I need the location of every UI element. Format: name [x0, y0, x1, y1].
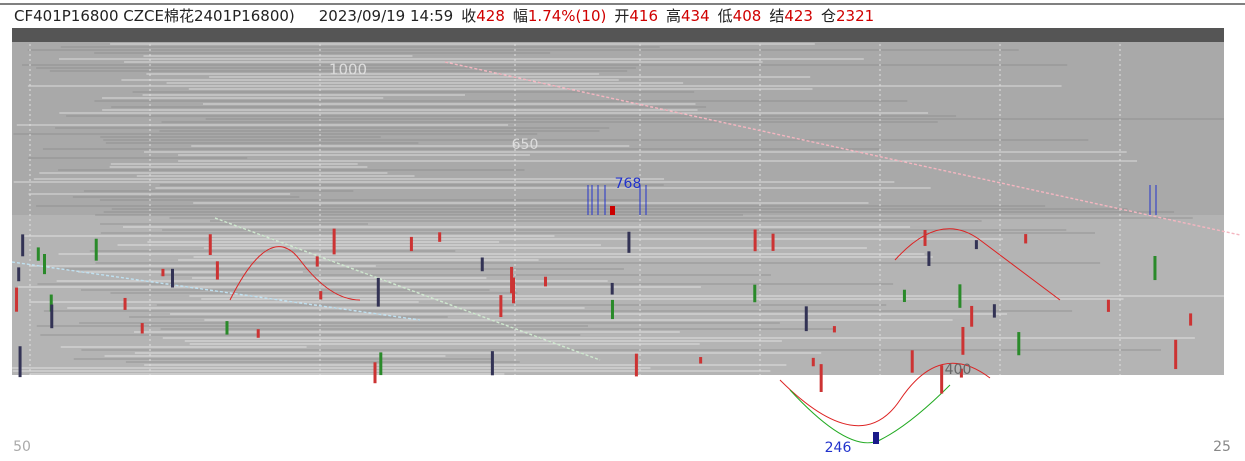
label: 246: [825, 440, 852, 456]
field-label: 幅: [513, 7, 528, 25]
candle: [610, 206, 615, 215]
candle: [927, 251, 931, 266]
candle: [958, 284, 962, 308]
field-label: 高: [666, 7, 681, 25]
candle: [1017, 332, 1021, 356]
trend: [444, 61, 1241, 236]
candle: [804, 306, 808, 332]
candle: [923, 230, 927, 246]
field-value: 423: [784, 7, 813, 25]
candle: [940, 365, 944, 394]
field-value: 1.74%(10): [528, 7, 606, 25]
field-value: 416: [629, 7, 658, 25]
field-value: 434: [681, 7, 710, 25]
candle: [376, 277, 380, 307]
candle: [543, 276, 547, 287]
candle: [873, 432, 879, 444]
candle: [510, 266, 514, 294]
label: 1000: [329, 61, 367, 79]
candle: [499, 295, 503, 318]
candle: [610, 282, 614, 295]
candle: [490, 351, 494, 376]
candle: [771, 233, 775, 251]
candle: [256, 329, 260, 338]
candle: [1153, 256, 1157, 281]
candle: [753, 284, 757, 303]
decoration: [11, 43, 1241, 444]
candle: [961, 326, 965, 355]
candle: [992, 304, 996, 318]
candle: [1106, 299, 1110, 312]
trend: [11, 261, 421, 321]
candle: [811, 357, 815, 367]
candle: [959, 368, 963, 378]
trend: [214, 217, 601, 361]
label: 25: [1213, 439, 1231, 455]
candle: [208, 234, 212, 255]
candle: [215, 261, 219, 280]
curve: [894, 228, 1061, 301]
candle: [42, 254, 46, 275]
candle: [15, 287, 19, 312]
candle: [753, 229, 757, 252]
field-value: 428: [476, 7, 505, 25]
candle: [36, 247, 40, 261]
field-label: 仓: [821, 7, 836, 25]
header: CF401P16800 CZCE棉花2401P16800) 2023/09/19 …: [14, 7, 874, 25]
toolbar: [12, 28, 1224, 42]
candle: [161, 268, 165, 277]
candle: [634, 353, 638, 377]
field-label: 收: [461, 7, 476, 25]
candle: [17, 267, 21, 282]
candle: [974, 240, 978, 250]
candle: [170, 268, 174, 288]
candle: [902, 289, 906, 303]
candle: [50, 304, 54, 329]
candle: [627, 231, 631, 253]
candle: [512, 277, 516, 304]
candle: [1174, 339, 1178, 370]
curve: [789, 384, 951, 444]
symbol: CF401P16800 CZCE棉花2401P16800): [14, 7, 295, 25]
label: 650: [512, 137, 539, 153]
candle: [18, 346, 22, 378]
candle: [1189, 313, 1193, 326]
candle: [332, 228, 336, 255]
label: 400: [945, 362, 972, 378]
candle: [438, 232, 442, 242]
candle: [94, 238, 98, 261]
field-label: 低: [718, 7, 733, 25]
candle: [610, 299, 614, 320]
candle: [819, 364, 823, 392]
field-value: 2321: [836, 7, 874, 25]
candle: [225, 321, 229, 335]
candle: [699, 357, 703, 364]
field-label: 开: [614, 7, 629, 25]
field-value: 408: [733, 7, 762, 25]
candle: [910, 350, 914, 373]
candle: [970, 305, 974, 327]
candle: [1024, 234, 1028, 244]
curve: [779, 362, 991, 427]
time: 2023/09/19 14:59: [319, 7, 453, 25]
field-label: 结: [769, 7, 784, 25]
candle: [123, 297, 127, 310]
candle: [379, 352, 383, 376]
candle: [409, 236, 413, 252]
candle: [480, 257, 484, 272]
candle: [21, 234, 25, 257]
candle: [315, 256, 319, 267]
candle: [319, 291, 323, 300]
candle: [373, 362, 377, 384]
candle: [49, 294, 53, 312]
label: 50: [13, 439, 31, 455]
label: 768: [615, 176, 642, 192]
curve: [229, 246, 361, 301]
candle: [140, 323, 144, 334]
labels: 1000 650 768 400 246 25 50: [13, 61, 1231, 457]
candle: [832, 326, 836, 333]
